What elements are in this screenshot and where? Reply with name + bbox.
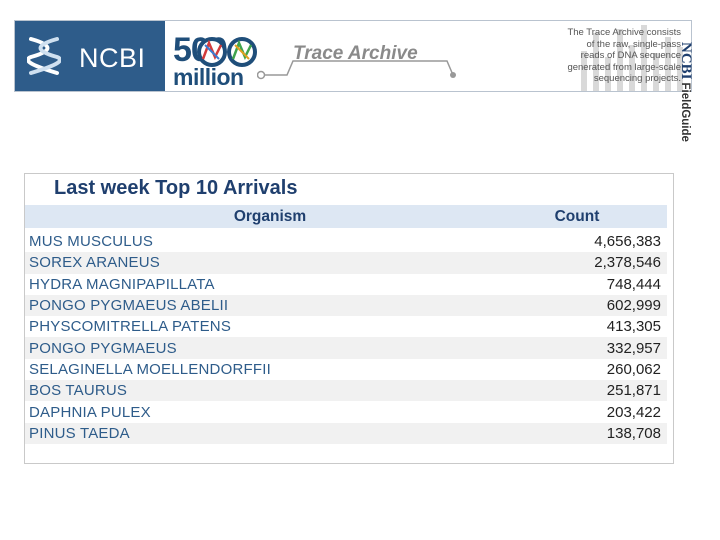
count-cell: 203,422 — [606, 403, 661, 421]
organism-cell[interactable]: PINUS TAEDA — [25, 422, 515, 444]
rings-icon — [197, 37, 257, 67]
organism-cell[interactable]: MUS MUSCULUS — [29, 233, 154, 251]
description-line: The Trace Archive consists — [567, 27, 681, 38]
table-row: PINUS TAEDA 138,708 — [25, 422, 667, 444]
organism-cell[interactable]: PHYSCOMITRELLA PATENS — [29, 318, 232, 336]
ncbi-fieldguide-label[interactable]: NCBI FieldGuide — [675, 42, 695, 182]
table-row: HYDRA MAGNIPAPILLATA 748,444 — [25, 274, 667, 295]
trace-archive-banner: NCBI 500 million Trace Archive The Trace… — [14, 20, 692, 92]
trace-archive-title: Trace Archive — [293, 43, 418, 64]
organism-cell[interactable]: SOREX ARANEUS — [25, 252, 515, 274]
organism-cell[interactable]: PONGO PYGMAEUS ABELII — [25, 294, 515, 317]
sequence-art — [541, 21, 691, 91]
description-line: reads of DNA sequence — [580, 50, 681, 61]
top-arrivals-panel: Last week Top 10 Arrivals Organism Count… — [24, 173, 674, 464]
badge-word: million — [173, 64, 244, 90]
organism-column-header[interactable]: Organism — [25, 205, 515, 231]
count-cell: 602,999 — [515, 294, 667, 317]
count-cell: 251,871 — [515, 380, 667, 402]
description-line: of the raw, single-pass — [586, 38, 681, 50]
table-row: DAPHNIA PULEX 203,422 — [25, 401, 667, 422]
table-row: PONGO PYGMAEUS ABELII 602,999 — [25, 294, 667, 317]
trace-archive-description: The Trace Archive consists of the raw, s… — [531, 27, 681, 85]
500-million-badge: 500 million — [173, 31, 273, 90]
organism-cell[interactable]: BOS TAURUS — [25, 380, 515, 402]
count-cell: 413,305 — [606, 318, 661, 336]
organism-cell[interactable]: PONGO PYGMAEUS — [25, 337, 515, 359]
description-line: sequencing projects. — [593, 73, 681, 84]
count-column-header[interactable]: Count — [515, 205, 667, 231]
panel-title: Last week Top 10 Arrivals — [54, 177, 298, 199]
connector-line — [257, 60, 456, 80]
side-product: FieldGuide — [679, 82, 691, 142]
description-line: generated from large-scale — [567, 61, 681, 73]
side-brand: NCBI — [678, 42, 694, 80]
ncbi-logo-block[interactable]: NCBI — [15, 21, 165, 91]
organism-cell[interactable]: HYDRA MAGNIPAPILLATA — [29, 275, 215, 293]
count-cell: 4,656,383 — [594, 233, 661, 251]
count-cell: 138,708 — [515, 422, 667, 444]
table-row: PHYSCOMITRELLA PATENS 413,305 — [25, 316, 667, 337]
table-header-row: Organism Count — [25, 205, 667, 231]
count-cell: 332,957 — [515, 337, 667, 359]
count-cell: 260,062 — [606, 360, 661, 378]
count-cell: 2,378,546 — [515, 252, 667, 274]
table-row: SOREX ARANEUS 2,378,546 — [25, 252, 667, 274]
ncbi-wordmark: NCBI — [79, 43, 146, 73]
table-row: SELAGINELLA MOELLENDORFFII 260,062 — [25, 359, 667, 380]
dna-helix-icon — [27, 37, 61, 75]
table-row: PONGO PYGMAEUS 332,957 — [25, 337, 667, 359]
organism-cell[interactable]: SELAGINELLA MOELLENDORFFII — [29, 360, 271, 378]
table-row: MUS MUSCULUS 4,656,383 — [25, 230, 667, 253]
arrivals-table: Organism Count MUS MUSCULUS 4,656,383 SO… — [25, 205, 667, 444]
organism-cell[interactable]: DAPHNIA PULEX — [29, 403, 151, 421]
table-row: BOS TAURUS 251,871 — [25, 380, 667, 402]
count-cell: 748,444 — [606, 275, 661, 293]
